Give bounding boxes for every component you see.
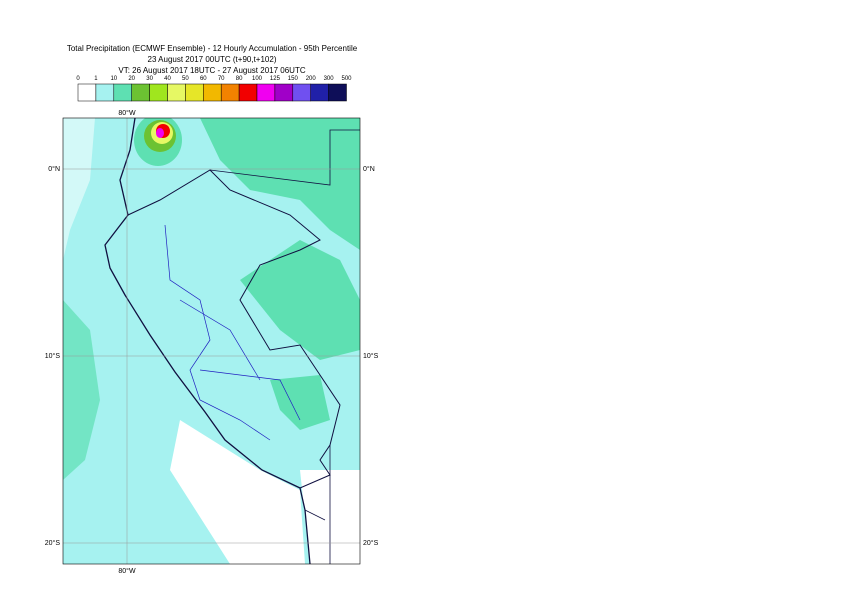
precip-area xyxy=(63,300,100,480)
lat-label: 0°N xyxy=(48,165,60,173)
lat-label: 10°S xyxy=(45,352,61,360)
legend-swatch xyxy=(77,83,97,102)
title-line: VT: 26 August 2017 18UTC - 27 August 201… xyxy=(118,66,305,75)
map xyxy=(63,118,360,564)
coastline xyxy=(104,118,311,564)
legend-swatch xyxy=(95,83,115,102)
legend-label: 125 xyxy=(270,76,281,82)
legend-label: 80 xyxy=(236,76,243,82)
lat-label: 20°S xyxy=(45,539,61,547)
lat-label: 0°N xyxy=(363,165,375,173)
legend-label: 500 xyxy=(341,76,352,82)
region-border xyxy=(164,224,301,441)
lat-label: 10°S xyxy=(363,352,379,360)
legend-label: 70 xyxy=(218,76,225,82)
legend-swatch xyxy=(238,83,258,102)
precip-area xyxy=(270,375,330,430)
legend-swatch xyxy=(292,83,311,102)
map-frame xyxy=(62,117,361,565)
precip-core xyxy=(156,128,164,138)
legend-label: 30 xyxy=(146,76,153,82)
lon-label: 80°W xyxy=(118,109,136,117)
legend: 0 1 10 20 30 40 50 60 70 80 100 125 150 200 300 500 xyxy=(76,76,352,102)
country-border xyxy=(209,129,360,186)
title-line: 23 August 2017 00UTC (t+90,t+102) xyxy=(148,55,277,64)
legend-swatch xyxy=(113,83,132,102)
legend-label: 10 xyxy=(110,76,117,82)
legend-label: 0 xyxy=(76,76,80,82)
legend-label: 1 xyxy=(94,76,98,82)
legend-label: 40 xyxy=(164,76,171,82)
legend-swatch xyxy=(310,83,329,102)
precip-area xyxy=(200,118,360,250)
legend-label: 20 xyxy=(128,76,135,82)
legend-swatch xyxy=(256,83,276,102)
legend-swatch xyxy=(203,83,222,102)
legend-label: 100 xyxy=(252,76,263,82)
legend-label: 50 xyxy=(182,76,189,82)
legend-label: 300 xyxy=(324,76,335,82)
legend-swatch xyxy=(274,83,294,102)
country-border xyxy=(304,445,331,564)
lon-label: 80°W xyxy=(118,567,136,575)
legend-swatch xyxy=(185,83,204,102)
title-line: Total Precipitation (ECMWF Ensemble) - 1… xyxy=(67,44,358,53)
precip-area xyxy=(240,240,360,360)
legend-label: 200 xyxy=(306,76,317,82)
dry-area xyxy=(63,118,95,260)
legend-swatch xyxy=(149,83,168,102)
country-border xyxy=(127,169,341,489)
legend-label: 150 xyxy=(288,76,299,82)
legend-swatch xyxy=(167,83,186,102)
legend-swatch xyxy=(131,83,150,102)
legend-label: 60 xyxy=(200,76,207,82)
lat-label: 20°S xyxy=(363,539,379,547)
dry-area xyxy=(170,420,305,564)
legend-swatch xyxy=(328,83,347,102)
legend-swatch xyxy=(220,83,240,102)
